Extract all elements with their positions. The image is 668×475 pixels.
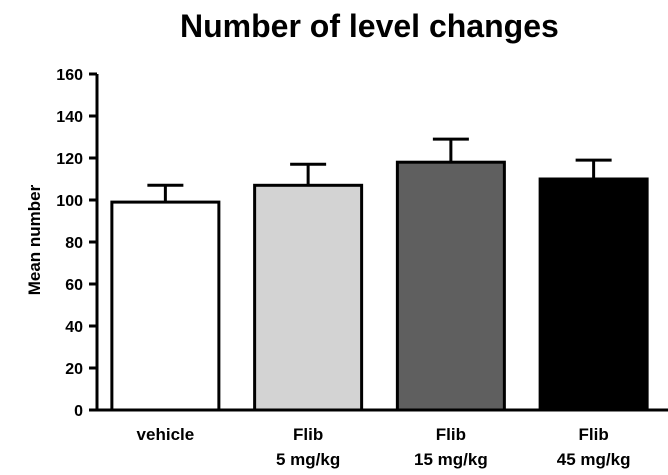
- y-tick-label: 40: [65, 319, 83, 336]
- x-tick-label: 5 mg/kg: [276, 450, 340, 469]
- y-tick-label: 80: [65, 235, 83, 252]
- x-tick-label: vehicle: [137, 425, 195, 444]
- bar: [538, 177, 649, 412]
- x-tick-label: Flib: [436, 425, 466, 444]
- y-tick-label: 120: [56, 151, 83, 168]
- bar: [395, 160, 506, 412]
- y-tick-label: 20: [65, 361, 83, 378]
- x-axis: vehicle Flib 5 mg/kg Flib 15 mg/kg Flib 45 mg/…: [97, 408, 668, 469]
- bars: [110, 137, 649, 412]
- bar: [110, 200, 221, 412]
- y-tick-label: 160: [56, 67, 83, 84]
- y-axis: 0 20 40 60 80 100 120 140 160: [56, 67, 99, 420]
- y-tick-label: 100: [56, 193, 83, 210]
- x-tick-label: Flib: [293, 425, 323, 444]
- bar: [253, 183, 364, 412]
- y-tick-label: 60: [65, 277, 83, 294]
- x-tick-label: Flib: [579, 425, 609, 444]
- x-tick-label: 45 mg/kg: [557, 450, 631, 469]
- chart-title: Number of level changes: [180, 8, 559, 44]
- y-tick-label: 140: [56, 109, 83, 126]
- y-axis-label: Mean number: [25, 184, 44, 295]
- y-tick-label: 0: [74, 403, 83, 420]
- x-tick-label: 15 mg/kg: [414, 450, 488, 469]
